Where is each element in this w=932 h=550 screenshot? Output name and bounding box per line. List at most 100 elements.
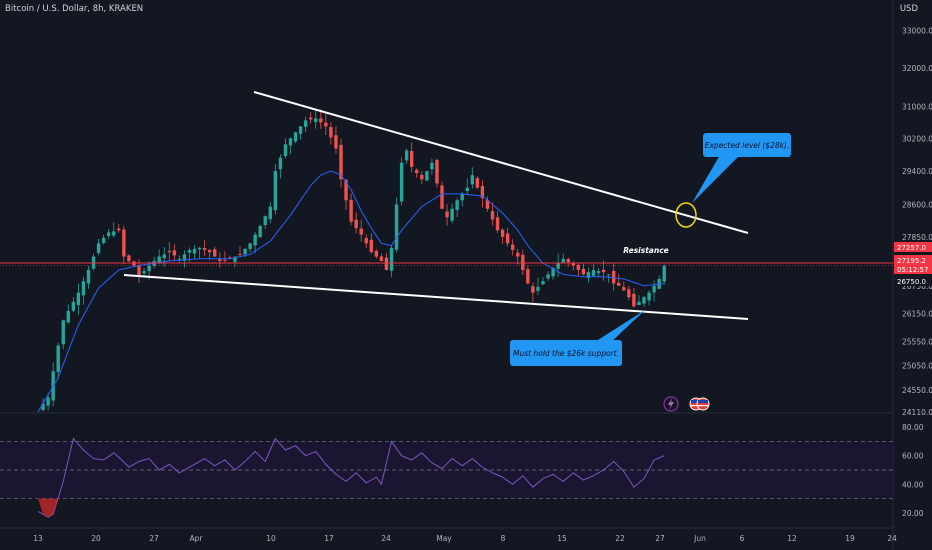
candle [66,304,70,324]
price-tag-label: 27257.0 [897,244,926,252]
candle [586,267,591,283]
candle [112,222,116,238]
candle [662,264,666,285]
candle-body [601,269,606,273]
lightning-icon [663,396,679,412]
candle [359,219,363,242]
candle-body [359,228,363,235]
candle-body [228,257,232,259]
candle [202,239,207,256]
candle [404,148,409,164]
candle-body [81,281,86,296]
candle-body [319,118,323,123]
candle-body [389,247,394,271]
candle [76,283,81,315]
candle [637,294,641,306]
candle-body [314,118,318,123]
x-tick-label: 27 [149,534,159,543]
candle-body [71,301,76,311]
candle-body [632,293,636,307]
symbol-title[interactable]: Bitcoin / U.S. Dollar, 8h, KRAKEN [5,4,144,14]
candle-body [420,174,424,180]
y-tick-label: 27850.0 [902,233,932,242]
candle-body [329,126,333,138]
y-tick-label: 26150.0 [902,309,932,318]
candle-body [142,271,146,274]
candle [561,253,565,263]
price-tag-label: 05:12:57 [897,266,928,274]
candle [273,163,278,215]
candle-body [526,269,530,284]
candle [329,122,333,145]
candle-body [192,248,197,254]
candle [379,253,384,262]
candle [425,170,429,182]
candle [511,239,515,256]
candle-body [505,233,510,244]
candle-body [112,231,116,236]
callout-box [703,133,791,157]
candle-body [248,243,252,249]
candle [566,257,570,267]
candle [344,178,348,210]
candle-body [172,250,177,256]
candle [223,251,227,263]
callout-support: Must hold the $26k support. [513,349,619,358]
candle-body [238,254,242,256]
candle-body [268,206,272,220]
candle-body [177,258,182,260]
candle [309,112,313,124]
candle [495,210,500,233]
y-tick-label: 30200.0 [902,134,932,143]
candle-body [86,269,91,284]
candle-body [536,286,540,291]
y-tick-label: 25550.0 [902,338,932,347]
price-tag-label: 26750.0 [897,278,926,286]
candle-body [253,234,257,246]
candle [339,138,343,188]
candle-body [96,243,101,254]
candle [197,246,202,259]
candle-body [470,175,474,185]
candle-body [298,126,303,134]
candle-body [490,211,495,220]
candle-body [612,270,616,284]
candle-body [288,138,293,146]
callout-box [510,340,622,366]
candle [606,274,611,283]
x-tick-label: 13 [33,534,43,543]
candle [440,181,444,210]
candle [293,131,298,144]
candle [248,242,252,253]
y-tick-label: 31000.0 [902,103,932,112]
candle [258,224,262,238]
candle-body [637,301,641,306]
candle [46,393,50,411]
candle-body [309,117,313,120]
candle-body [349,199,353,222]
candle-body [450,208,454,221]
candle-body [480,185,485,199]
candle [465,178,469,195]
candle [500,228,505,244]
candle-body [303,120,308,127]
us-flag-icon [696,397,710,411]
candle-body [435,159,439,184]
candle-body [344,179,348,201]
candle [485,196,490,212]
candle [71,297,76,313]
candles [41,109,666,412]
rsi-y-tick-label: 40.00 [902,480,924,489]
candle [445,204,449,226]
candle-body [243,248,247,255]
candle [208,248,212,260]
candle-body [551,267,555,277]
x-tick-label: 15 [557,534,567,543]
candle [389,245,394,278]
candle-body [122,229,126,257]
candle [516,248,520,265]
callout-pointer [590,310,645,345]
x-tick-label: 6 [740,534,745,543]
candle [238,246,242,256]
